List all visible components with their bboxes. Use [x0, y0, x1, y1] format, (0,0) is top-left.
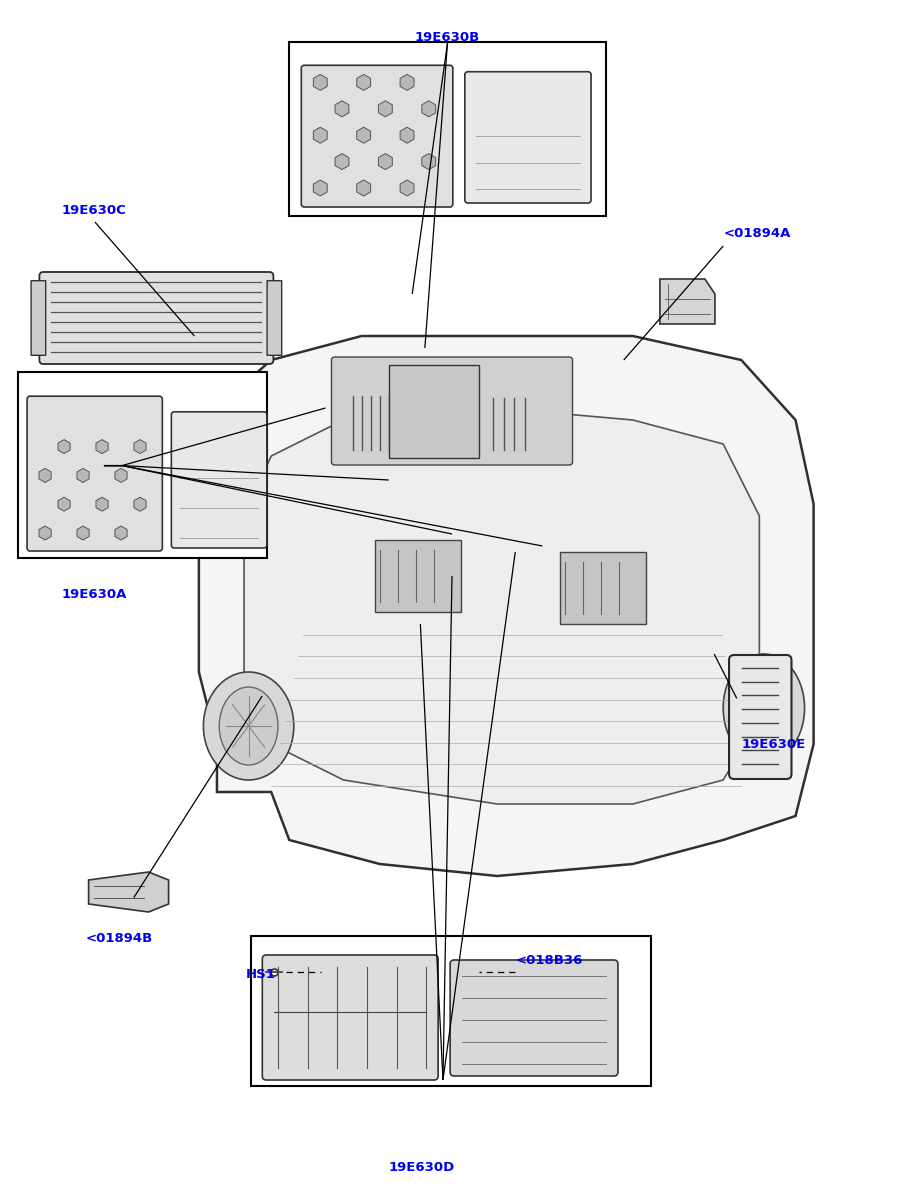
Text: <018B36: <018B36: [515, 954, 582, 966]
Text: HS1: HS1: [246, 968, 275, 980]
Polygon shape: [88, 872, 168, 912]
Bar: [560, 552, 646, 624]
Ellipse shape: [219, 686, 278, 766]
Text: 19E630C: 19E630C: [61, 204, 126, 216]
Text: <01894B: <01894B: [86, 932, 153, 944]
FancyBboxPatch shape: [27, 396, 163, 551]
Polygon shape: [199, 336, 813, 876]
Text: 19E630B: 19E630B: [414, 31, 479, 44]
Bar: [388, 365, 479, 458]
FancyBboxPatch shape: [301, 65, 452, 206]
Bar: [18, 372, 266, 558]
Text: 19E630E: 19E630E: [740, 738, 805, 750]
Text: 19E630D: 19E630D: [388, 1160, 454, 1174]
FancyBboxPatch shape: [331, 358, 572, 464]
Bar: [251, 936, 650, 1086]
Text: 19E630A: 19E630A: [61, 588, 126, 600]
Polygon shape: [659, 278, 714, 324]
Text: a u t o   p a r t s: a u t o p a r t s: [253, 604, 475, 632]
Text: sco: sco: [253, 541, 388, 611]
Text: <01894A: <01894A: [722, 228, 790, 240]
FancyBboxPatch shape: [464, 72, 591, 203]
FancyBboxPatch shape: [40, 272, 273, 364]
Ellipse shape: [203, 672, 293, 780]
Ellipse shape: [722, 654, 804, 762]
FancyBboxPatch shape: [262, 955, 438, 1080]
FancyBboxPatch shape: [172, 412, 266, 548]
FancyBboxPatch shape: [266, 281, 282, 355]
Text: oterex: oterex: [397, 541, 661, 611]
FancyBboxPatch shape: [31, 281, 46, 355]
Bar: [375, 540, 461, 612]
Ellipse shape: [739, 674, 787, 742]
Bar: [289, 42, 605, 216]
FancyBboxPatch shape: [728, 655, 791, 779]
FancyBboxPatch shape: [450, 960, 618, 1076]
Polygon shape: [244, 408, 759, 804]
